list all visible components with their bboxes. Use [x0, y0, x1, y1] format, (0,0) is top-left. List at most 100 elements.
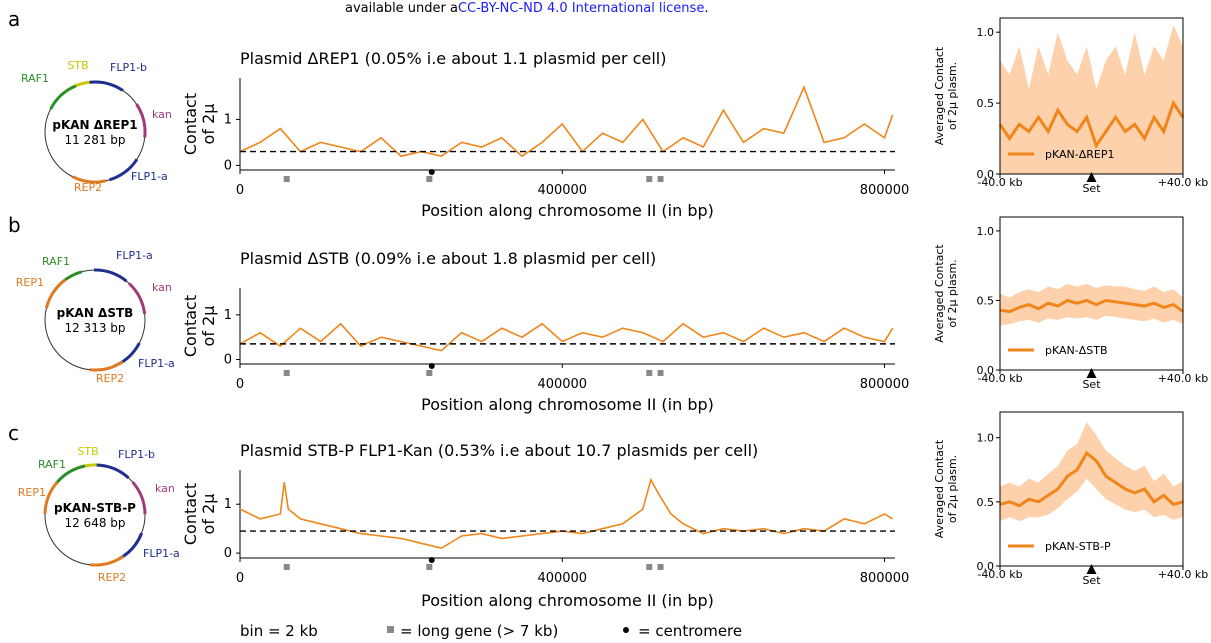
- long-gene-marker: [657, 564, 664, 570]
- x-tick-label: 400000: [537, 571, 587, 586]
- legend-label: pKAN-ΔSTB: [1045, 344, 1108, 357]
- plasmid-feature-label: kan: [155, 482, 175, 495]
- x-tick-label: 400000: [537, 377, 587, 392]
- y-tick-label: 1.0: [977, 26, 995, 39]
- x-tick-label: 800000: [860, 183, 910, 198]
- plasmid-feature-label: RAF1: [42, 255, 70, 268]
- y-axis-label: Averaged Contact: [933, 244, 946, 343]
- x-tick-label: 800000: [860, 377, 910, 392]
- legend-gene-marker: [387, 626, 394, 633]
- plasmid-feature-label: FLP1-a: [138, 357, 175, 370]
- x-tick-label: 800000: [860, 571, 910, 586]
- y-axis-label: of 2µ plasm.: [946, 62, 959, 130]
- legend-centromere-marker: [623, 627, 629, 633]
- long-gene-marker: [646, 176, 653, 182]
- x-tick-label: Set: [1082, 182, 1101, 195]
- x-tick-label: 0: [236, 183, 244, 198]
- y-axis-label: Averaged Contact: [933, 46, 946, 145]
- x-tick-label: +40.0 kb: [1158, 372, 1209, 385]
- centromere-marker: [428, 169, 435, 175]
- contact-series-line: [239, 85, 894, 158]
- plasmid-feature-label: REP2: [98, 571, 126, 584]
- long-gene-marker: [646, 564, 653, 570]
- y-tick-label: 0: [224, 158, 232, 173]
- plasmid-feature-label: REP2: [96, 372, 124, 385]
- centromere-marker: [428, 557, 435, 563]
- y-axis-label: Contact: [181, 483, 200, 545]
- plasmid-feature-arc: [96, 463, 130, 480]
- y-tick-label: 1: [224, 497, 232, 512]
- legend-label: pKAN-ΔREP1: [1045, 148, 1114, 161]
- plasmid-feature-label: REP1: [18, 486, 46, 499]
- plasmid-feature-arc: [49, 84, 77, 110]
- y-tick-label: 1.0: [977, 225, 995, 238]
- plasmid-name: pKAN ΔREP1: [52, 118, 137, 132]
- long-gene-marker: [426, 564, 433, 570]
- plasmid-feature-label: FLP1-a: [131, 170, 168, 183]
- chromosome-contact-plots: Plasmid ΔREP1 (0.05% i.e about 1.1 plasm…: [181, 49, 909, 610]
- panel-letter-c: c: [8, 421, 19, 445]
- plasmid-feature-arc: [44, 278, 67, 309]
- set-marker: [1086, 564, 1097, 574]
- y-axis-label: Contact: [181, 295, 200, 357]
- averaged-contact-plots: 0.0 0.5 1.0 -40.0 kb Set +40.0 kb Averaged Con…: [933, 17, 1209, 587]
- y-tick-label: 0.5: [977, 294, 995, 307]
- x-axis-label: Position along chromosome II (in bp): [421, 591, 714, 610]
- contact-series-line: [239, 477, 894, 550]
- y-axis-label: of 2µ: [199, 494, 218, 535]
- legend-label: pKAN-STB-P: [1045, 540, 1111, 553]
- long-gene-marker: [657, 370, 664, 376]
- confidence-band: [1000, 283, 1183, 326]
- x-tick-label: -40.0 kb: [977, 176, 1022, 189]
- contact-series-line: [239, 322, 894, 352]
- y-axis-label: Averaged Contact: [933, 439, 946, 538]
- legend-bin: bin = 2 kb: [240, 622, 318, 640]
- y-tick-label: 1: [224, 112, 232, 127]
- plasmid-feature-arc: [89, 360, 124, 372]
- plasmid-feature-label: STB: [77, 445, 98, 458]
- x-tick-label: +40.0 kb: [1158, 176, 1209, 189]
- x-tick-label: 0: [236, 377, 244, 392]
- y-tick-label: 0.5: [977, 496, 995, 509]
- x-tick-label: Set: [1082, 378, 1101, 391]
- long-gene-marker: [426, 370, 433, 376]
- plasmid-feature-label: RAF1: [21, 72, 49, 85]
- plasmid-feature-label: RAF1: [38, 458, 66, 471]
- y-tick-label: 0.0: [977, 364, 995, 377]
- plasmid-name: pKAN ΔSTB: [57, 306, 134, 320]
- plasmid-feature-arc: [128, 282, 147, 315]
- y-axis-label: of 2µ plasm.: [946, 259, 959, 327]
- plasmid-size: 12 648 bp: [64, 516, 125, 530]
- y-tick-label: 0.5: [977, 97, 995, 110]
- x-tick-label: Set: [1082, 574, 1101, 587]
- y-tick-label: 0: [224, 546, 232, 561]
- plasmid-size: 12 313 bp: [64, 321, 125, 335]
- long-gene-marker: [283, 564, 290, 570]
- plasmid-feature-arc: [135, 103, 147, 138]
- plasmid-feature-label: STB: [67, 59, 88, 72]
- y-axis-label: Contact: [181, 93, 200, 155]
- plasmid-feature-arc: [113, 342, 141, 368]
- long-gene-marker: [283, 370, 290, 376]
- y-tick-label: 0.0: [977, 560, 995, 573]
- panel-letter-b: b: [8, 213, 21, 237]
- plasmid-feature-arc: [89, 554, 125, 567]
- plasmid-feature-label: FLP1-b: [110, 61, 147, 74]
- confidence-band: [1000, 25, 1183, 174]
- mean-line: [998, 99, 1185, 149]
- long-gene-marker: [426, 176, 433, 182]
- header-text: available under a: [345, 1, 458, 16]
- y-tick-label: 0: [224, 353, 232, 368]
- long-gene-marker: [646, 370, 653, 376]
- x-tick-label: -40.0 kb: [977, 372, 1022, 385]
- plasmid-feature-arc: [94, 268, 128, 283]
- plasmid-feature-label: kan: [152, 281, 172, 294]
- plasmid-feature-label: REP2: [74, 181, 102, 194]
- y-axis-label: of 2µ: [199, 306, 218, 347]
- plasmid-name: pKAN-STB-P: [54, 501, 136, 515]
- mean-line: [999, 450, 1184, 508]
- license-link[interactable]: CC-BY-NC-ND 4.0 International license: [458, 1, 704, 16]
- x-tick-label: -40.0 kb: [977, 568, 1022, 581]
